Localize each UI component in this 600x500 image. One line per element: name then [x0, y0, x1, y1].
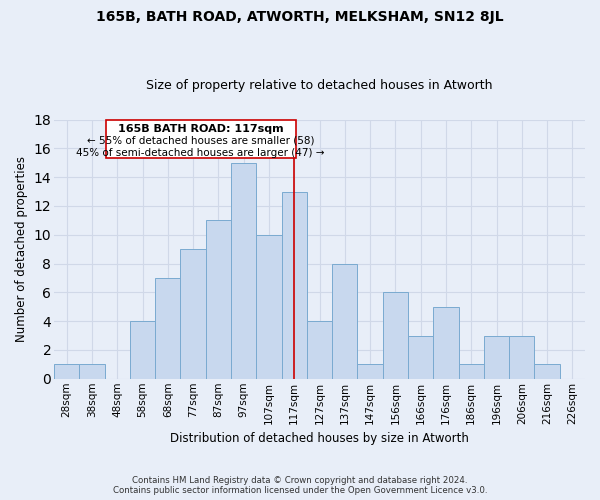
Bar — [231, 163, 256, 379]
Bar — [358, 364, 383, 379]
Y-axis label: Number of detached properties: Number of detached properties — [15, 156, 28, 342]
Bar — [535, 364, 560, 379]
Bar — [332, 264, 358, 379]
Bar — [509, 336, 535, 379]
Text: ← 55% of detached houses are smaller (58): ← 55% of detached houses are smaller (58… — [87, 135, 314, 145]
Bar — [155, 278, 181, 379]
Text: 45% of semi-detached houses are larger (47) →: 45% of semi-detached houses are larger (… — [76, 148, 325, 158]
Bar — [408, 336, 433, 379]
Bar — [181, 249, 206, 379]
Bar — [106, 120, 296, 158]
Text: 165B BATH ROAD: 117sqm: 165B BATH ROAD: 117sqm — [118, 124, 284, 134]
Bar — [206, 220, 231, 379]
Bar — [281, 192, 307, 379]
Bar — [458, 364, 484, 379]
Bar — [433, 307, 458, 379]
Bar — [79, 364, 104, 379]
Bar — [383, 292, 408, 379]
Bar — [130, 321, 155, 379]
Bar — [54, 364, 79, 379]
Bar — [256, 235, 281, 379]
Bar — [484, 336, 509, 379]
Bar — [307, 321, 332, 379]
X-axis label: Distribution of detached houses by size in Atworth: Distribution of detached houses by size … — [170, 432, 469, 445]
Title: Size of property relative to detached houses in Atworth: Size of property relative to detached ho… — [146, 79, 493, 92]
Text: 165B, BATH ROAD, ATWORTH, MELKSHAM, SN12 8JL: 165B, BATH ROAD, ATWORTH, MELKSHAM, SN12… — [96, 10, 504, 24]
Text: Contains HM Land Registry data © Crown copyright and database right 2024.
Contai: Contains HM Land Registry data © Crown c… — [113, 476, 487, 495]
